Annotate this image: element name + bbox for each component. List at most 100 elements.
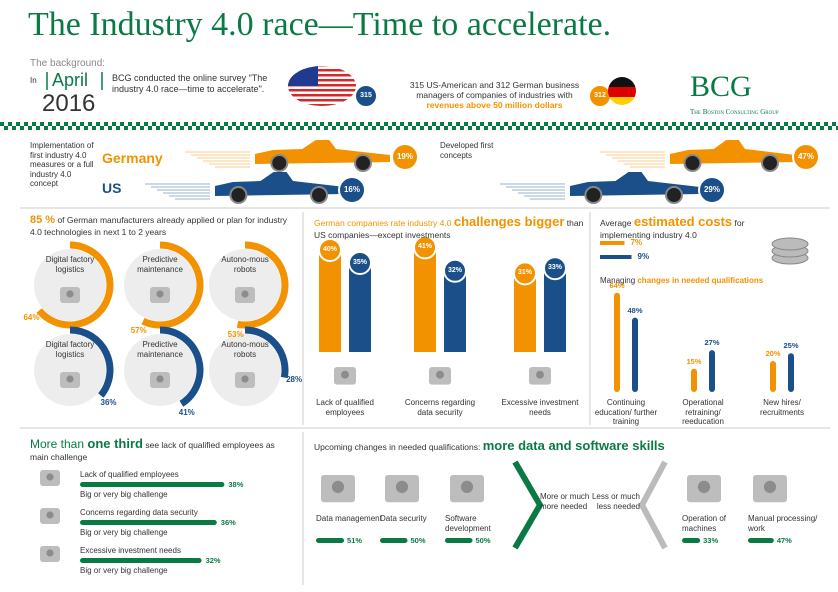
checker [32, 122, 36, 126]
bar-value: 47% [776, 536, 792, 545]
checker [668, 126, 672, 130]
bar-value: 15% [686, 356, 702, 366]
section-heading: Managing changes in needed qualification… [600, 276, 830, 286]
badge-label: 47% [797, 152, 814, 162]
checker [260, 126, 264, 130]
donut-bg [34, 334, 106, 406]
checker [472, 122, 476, 126]
checker [280, 122, 284, 126]
checker [272, 122, 276, 126]
badge [698, 176, 726, 204]
wheel [761, 154, 779, 172]
checker [412, 126, 416, 130]
checker [676, 126, 680, 130]
checker [232, 122, 236, 126]
checker [696, 122, 700, 126]
checker [604, 126, 608, 130]
title: The Industry 4.0 race—Time to accelerate… [28, 6, 612, 43]
checker [804, 126, 808, 130]
donut-value: 28% [286, 375, 303, 385]
checker [304, 122, 308, 126]
icon [66, 375, 74, 383]
item-label: Lack of qualified employees [80, 470, 179, 479]
bar [770, 361, 776, 392]
checker [468, 126, 472, 130]
badge [413, 235, 437, 260]
icon [156, 375, 164, 383]
checker [456, 122, 460, 126]
direction-label: Less or much less needed [591, 492, 640, 511]
checker [132, 126, 136, 130]
checker [504, 122, 508, 126]
checker [720, 122, 724, 126]
checker [432, 122, 436, 126]
checker [384, 122, 388, 126]
checker [168, 122, 172, 126]
bar [544, 266, 566, 352]
bar [349, 261, 371, 352]
badge [391, 143, 419, 171]
checker [20, 126, 24, 130]
donut-arc [244, 326, 289, 379]
checker [760, 122, 764, 126]
checker [64, 122, 68, 126]
text-span: for implementing industry 4.0 [600, 218, 745, 240]
checker [644, 126, 648, 130]
bar-value: 9% [637, 252, 650, 261]
checker [48, 122, 52, 126]
bar [748, 538, 774, 543]
checker [128, 122, 132, 126]
item-label: Manual processing/ work [748, 514, 818, 533]
donut-value: 41% [178, 408, 195, 418]
checker [376, 122, 380, 126]
checker [388, 126, 392, 130]
checker [748, 126, 752, 130]
text-span: 85 % [30, 214, 56, 226]
icon [331, 480, 345, 494]
flag-stripe [608, 97, 636, 105]
donut-value: 64% [23, 312, 40, 322]
checker [372, 126, 376, 130]
bar-value: 48% [627, 305, 643, 315]
checker [12, 126, 16, 130]
checker [208, 122, 212, 126]
checker [520, 122, 524, 126]
us-count: 315 [360, 92, 372, 99]
checker [240, 122, 244, 126]
checker [68, 126, 72, 130]
bar [682, 538, 701, 543]
checker [72, 122, 76, 126]
checker [588, 126, 592, 130]
revenue-text: revenues above 50 million dollars [426, 100, 563, 110]
checker [628, 126, 632, 130]
checker [424, 122, 428, 126]
country: Germany [102, 150, 163, 166]
checker [224, 122, 228, 126]
flag-stripe [288, 104, 356, 106]
checker [560, 122, 564, 126]
bar [445, 538, 473, 543]
background-label: The background: [30, 58, 106, 69]
badge [354, 84, 378, 108]
badge-label: 31% [517, 269, 532, 277]
checker [288, 122, 292, 126]
checker [312, 122, 316, 126]
item-label: Concerns regarding data security [80, 508, 198, 517]
flag-stripe [288, 74, 356, 77]
badge [348, 251, 372, 275]
icon [46, 511, 54, 519]
donut-arc [159, 326, 204, 407]
bar [514, 271, 536, 352]
badge-label: 29% [703, 185, 720, 195]
bar [319, 248, 341, 352]
checker [500, 126, 504, 130]
checker [320, 122, 324, 126]
checker [404, 126, 408, 130]
bar [614, 292, 620, 392]
bar [414, 245, 436, 352]
text-span: Managing [600, 276, 638, 285]
badge-label: 41% [417, 243, 432, 251]
race-label: Developed first concepts [440, 141, 494, 160]
checker [600, 122, 604, 126]
checker [768, 122, 772, 126]
